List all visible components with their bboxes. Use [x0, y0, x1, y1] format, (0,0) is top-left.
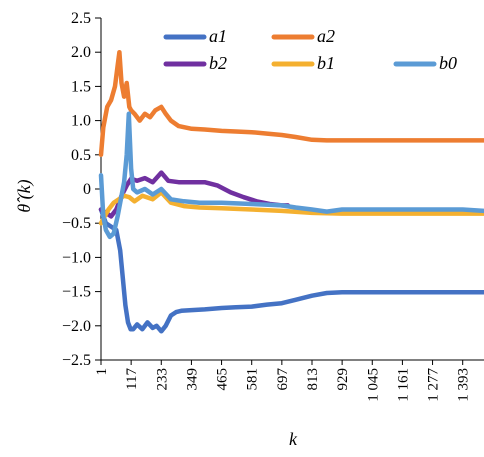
x-tick-label: 1 161: [395, 368, 411, 402]
legend-label-b2: b2: [209, 53, 227, 73]
y-tick-label: −0.5: [62, 215, 91, 232]
x-tick-label: 1 045: [365, 368, 381, 402]
x-tick-label: 697: [275, 368, 291, 391]
x-axis-title: k: [289, 429, 298, 449]
x-tick-label: 349: [184, 368, 200, 391]
legend-label-b0: b0: [439, 53, 457, 73]
x-tick-label: 1 393: [456, 368, 472, 402]
legend-label-b1: b1: [317, 53, 335, 73]
y-tick-label: −2.0: [62, 318, 91, 335]
legend-label-a1: a1: [209, 26, 227, 46]
y-tick-label: 2.0: [71, 44, 91, 61]
y-tick-label: 0.5: [71, 147, 91, 164]
y-tick-label: −2.5: [62, 352, 91, 369]
x-tick-label: 1: [94, 368, 110, 376]
y-tick-label: −1.0: [62, 249, 91, 266]
x-tick-label: 465: [215, 368, 231, 391]
legend-label-a2: a2: [317, 26, 335, 46]
x-tick-label: 813: [305, 368, 321, 391]
y-axis-title: θ̂ (k): [14, 179, 35, 212]
y-tick-label: −1.5: [62, 284, 91, 301]
series-line-b0: [98, 111, 484, 240]
y-tick-label: 1.5: [71, 78, 91, 95]
y-tick-label: 2.5: [71, 10, 91, 27]
x-tick-label: 1 277: [426, 368, 442, 402]
x-tick-label: 581: [245, 368, 261, 391]
x-tick-label: 117: [124, 368, 140, 390]
y-tick-label: 1.0: [71, 113, 91, 130]
series-line-a2: [98, 49, 484, 158]
y-tick-label: 0: [83, 181, 91, 198]
series-line-b1: [98, 190, 484, 226]
x-tick-label: 233: [154, 368, 170, 391]
x-tick-label: 929: [335, 368, 351, 391]
series-line-a1: [98, 207, 484, 334]
